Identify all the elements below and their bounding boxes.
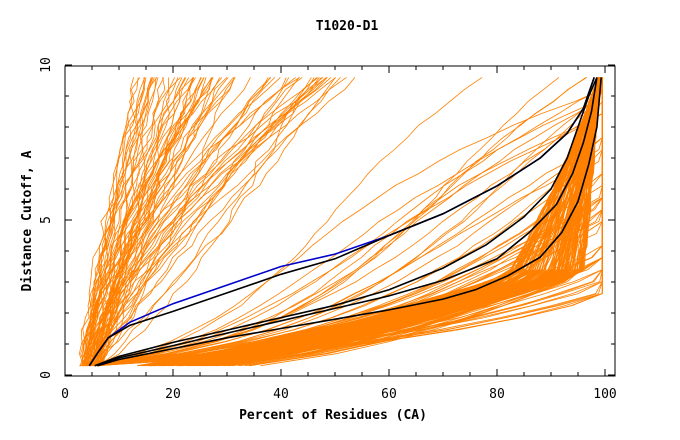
x-tick-label: 100 [593, 387, 616, 402]
model-curve [95, 77, 213, 366]
model-curve [84, 77, 158, 366]
x-axis-label: Percent of Residues (CA) [239, 408, 427, 423]
model-curve [240, 77, 599, 367]
model-curve [81, 77, 146, 366]
model-curve [103, 77, 319, 366]
model-curve [85, 77, 603, 367]
model-curve [88, 77, 290, 367]
model-curve [96, 77, 236, 366]
model-curve [84, 77, 170, 366]
model-curve [206, 77, 601, 367]
model-curve [88, 77, 327, 366]
model-curve [164, 77, 600, 367]
model-curve [90, 77, 603, 367]
model-curve [96, 77, 328, 366]
model-curve [152, 77, 599, 367]
model-curve [100, 77, 336, 366]
x-tick-label: 20 [165, 387, 181, 402]
y-tick-label: 5 [39, 216, 54, 224]
y-axis-ticks: 0 5 10 [39, 57, 615, 379]
series-line-black-model-1 [88, 77, 595, 367]
model-curve [80, 77, 603, 367]
model-curve [99, 77, 315, 367]
model-curve [94, 77, 603, 367]
minor-ticks [65, 66, 615, 376]
model-curve [84, 77, 336, 367]
model-curve [167, 77, 599, 367]
model-curve [95, 77, 483, 367]
plot-frame [64, 65, 616, 377]
y-axis-label: Distance Cutoff, A [20, 150, 35, 291]
y-tick-label: 0 [39, 371, 54, 379]
series-line-black-model-2 [94, 77, 598, 367]
x-tick-label: 0 [61, 387, 69, 402]
model-curve [84, 77, 134, 366]
model-curve [201, 77, 600, 367]
model-curve [81, 77, 324, 366]
highlighted-model-lines [88, 77, 602, 367]
x-tick-label: 40 [273, 387, 289, 402]
series-line-black-model-3 [97, 77, 598, 367]
model-curve [86, 77, 322, 366]
model-curve [95, 77, 603, 367]
model-curve [88, 77, 271, 366]
y-tick-label: 10 [39, 57, 54, 73]
model-curve [153, 77, 600, 367]
x-tick-label: 80 [489, 387, 505, 402]
model-curve [95, 77, 341, 366]
chart-title: T1020-D1 [316, 19, 379, 34]
model-curve [89, 77, 269, 366]
model-curve [83, 77, 205, 366]
x-tick-label: 60 [381, 387, 397, 402]
model-curve [155, 77, 601, 367]
model-curve [93, 77, 145, 366]
model-curve [97, 77, 139, 366]
model-curve [93, 77, 141, 366]
model-curve [95, 77, 213, 366]
model-curve [86, 77, 214, 366]
series-line-black-model-4 [97, 77, 602, 367]
